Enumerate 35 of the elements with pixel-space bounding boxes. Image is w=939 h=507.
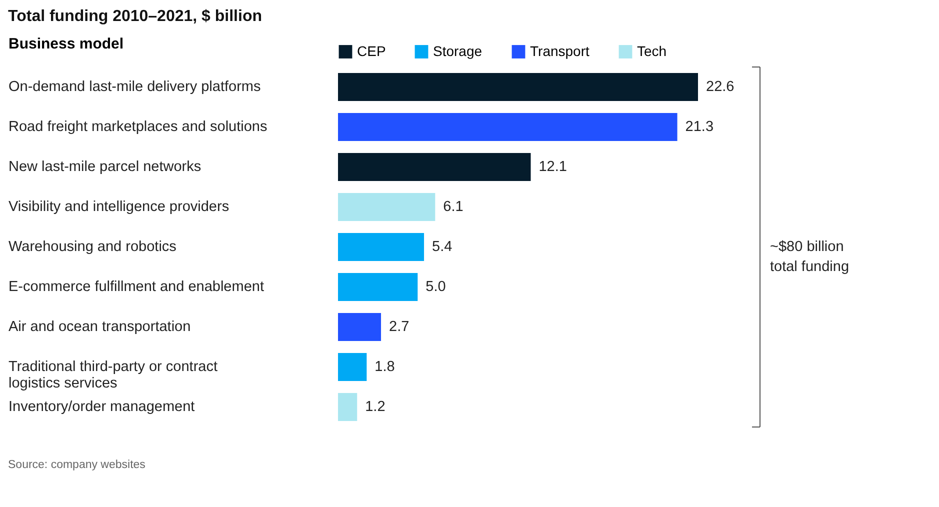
y-tick-label: Traditional third-party or contract logistics services (8, 359, 218, 392)
y-tick-label: Air and ocean transportation (8, 319, 191, 335)
bar (338, 313, 382, 341)
data-label: 5.0 (426, 279, 446, 295)
legend-label: Tech (637, 42, 667, 59)
legend-label: Storage (433, 42, 482, 59)
y-tick-label: Inventory/order management (8, 399, 195, 415)
bar (338, 73, 698, 101)
data-label: 2.7 (389, 319, 410, 335)
bar (338, 273, 418, 301)
bar (338, 353, 367, 381)
bar (338, 113, 678, 141)
y-tick-label: E-commerce fulfillment and enablement (8, 279, 264, 295)
bar (338, 393, 358, 421)
data-label: 1.8 (374, 359, 395, 375)
legend-label: Transport (530, 42, 590, 59)
y-tick-label: Warehousing and robotics (8, 239, 176, 255)
text: Total funding 2010–2021, $ billion (8, 8, 262, 25)
data-label: 1.2 (365, 399, 386, 415)
y-tick-label: New last-mile parcel networks (8, 159, 202, 175)
data-label: 6.1 (443, 199, 464, 215)
y-tick-label: Road freight marketplaces and solutions (8, 119, 268, 135)
data-label: 22.6 (706, 79, 734, 95)
data-label: 21.3 (685, 119, 714, 135)
data-label: 5.4 (432, 239, 452, 255)
bar (338, 193, 436, 221)
y-tick-label: On-demand last-mile delivery platforms (8, 79, 261, 95)
bar (338, 153, 531, 181)
source-note: Source: company websites (8, 459, 146, 471)
data-label: 12.1 (538, 159, 567, 175)
y-tick-label: Visibility and intelligence providers (8, 199, 230, 215)
bar (338, 233, 424, 261)
text: ~$80 billion total funding (770, 239, 850, 275)
legend-label: CEP (357, 42, 386, 59)
y-axis-title: Business model (8, 36, 124, 52)
